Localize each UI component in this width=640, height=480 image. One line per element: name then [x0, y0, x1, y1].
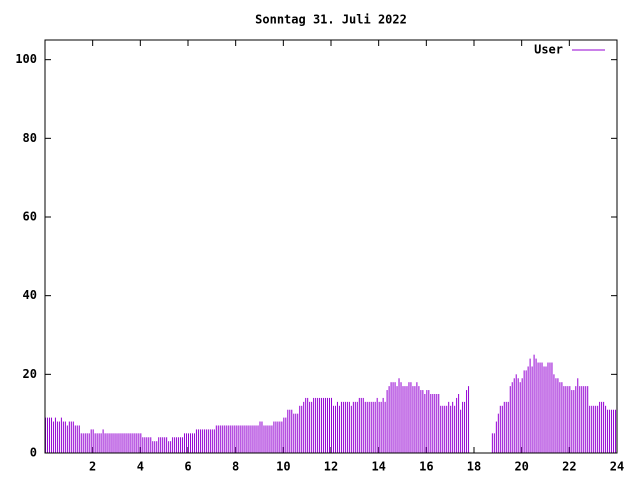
- legend-label: User: [534, 43, 563, 57]
- y-tick-label: 100: [15, 52, 37, 66]
- x-tick-label: 8: [232, 460, 239, 474]
- y-tick-label: 20: [23, 367, 37, 381]
- y-tick-label: 40: [23, 288, 37, 302]
- x-tick-label: 12: [324, 460, 338, 474]
- x-tick-label: 22: [562, 460, 576, 474]
- x-tick-label: 6: [184, 460, 191, 474]
- x-tick-label: 16: [419, 460, 433, 474]
- y-tick-label: 60: [23, 210, 37, 224]
- chart-title: Sonntag 31. Juli 2022: [255, 13, 407, 27]
- x-tick-label: 10: [276, 460, 290, 474]
- x-tick-label: 18: [467, 460, 481, 474]
- y-tick-label: 0: [30, 446, 37, 460]
- plot-border: [44, 39, 618, 454]
- x-tick-label: 24: [610, 460, 624, 474]
- x-tick-label: 14: [371, 460, 385, 474]
- y-tick-label: 80: [23, 131, 37, 145]
- x-tick-label: 2: [89, 460, 96, 474]
- x-tick-label: 20: [514, 460, 528, 474]
- x-tick-label: 4: [137, 460, 144, 474]
